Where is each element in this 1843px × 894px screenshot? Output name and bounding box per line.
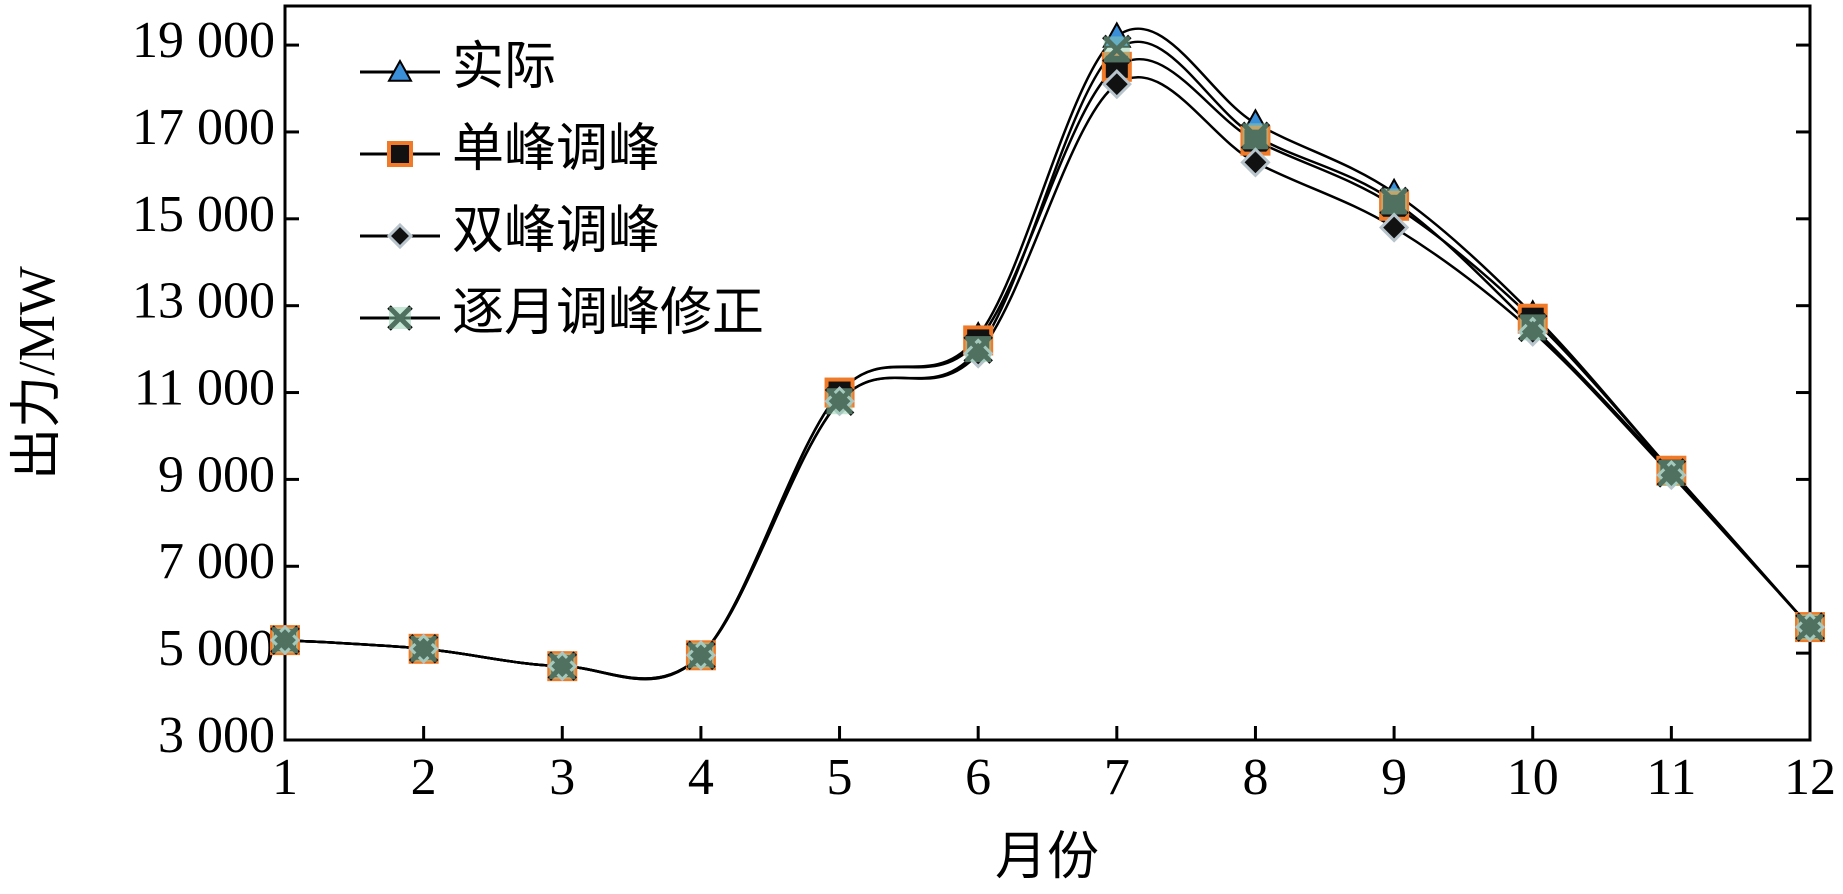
x-tick-label: 11	[1646, 749, 1696, 806]
x-tick-label: 10	[1507, 749, 1559, 806]
marker-bg	[272, 627, 298, 654]
x-tick-label: 1	[272, 749, 298, 806]
marker-bg	[687, 642, 714, 669]
x-tick-label: 8	[1242, 749, 1268, 806]
marker-bg	[1658, 459, 1685, 486]
marker-bg	[1103, 36, 1130, 63]
x-tick-label: 3	[549, 749, 575, 806]
marker	[1378, 212, 1410, 243]
marker	[387, 141, 413, 167]
x-tick-label: 4	[688, 749, 714, 806]
x-tick-label: 7	[1104, 749, 1130, 806]
legend-label: 逐月调峰修正	[452, 285, 764, 342]
marker-bg	[410, 635, 437, 662]
marker	[387, 58, 413, 82]
marker-bg	[389, 307, 411, 329]
legend-label: 双峰调峰	[452, 203, 660, 260]
y-tick-label: 3 000	[158, 707, 275, 764]
x-tick-label: 2	[411, 749, 437, 806]
plot-frame	[283, 4, 1812, 742]
y-axis-label: 出力/MW	[9, 266, 66, 480]
legend-label: 实际	[452, 39, 556, 96]
series-line	[284, 40, 1811, 680]
y-tick-label: 9 000	[158, 446, 275, 503]
x-tick-label: 12	[1784, 749, 1836, 806]
marker	[386, 222, 414, 250]
marker-bg	[1381, 188, 1408, 215]
legend-label: 单峰调峰	[452, 121, 660, 178]
marker	[1240, 147, 1271, 178]
y-tick-label: 13 000	[132, 273, 275, 330]
y-tick-label: 17 000	[132, 99, 275, 156]
x-tick-label: 6	[965, 749, 991, 806]
marker-bg	[1242, 123, 1269, 150]
y-tick-label: 19 000	[132, 12, 275, 69]
y-tick-label: 7 000	[158, 533, 275, 590]
y-tick-label: 5 000	[158, 620, 275, 677]
y-tick-label: 15 000	[132, 186, 275, 243]
marker-bg	[1797, 614, 1823, 641]
x-tick-label: 5	[827, 749, 853, 806]
marker-bg	[549, 653, 576, 680]
marker-bg	[826, 388, 853, 415]
x-tick-label: 9	[1381, 749, 1407, 806]
y-tick-label: 11 000	[134, 359, 275, 416]
marker-bg	[1519, 314, 1546, 341]
marker	[1101, 69, 1132, 100]
x-axis-label: 月份	[995, 829, 1099, 886]
marker-bg	[965, 336, 992, 363]
